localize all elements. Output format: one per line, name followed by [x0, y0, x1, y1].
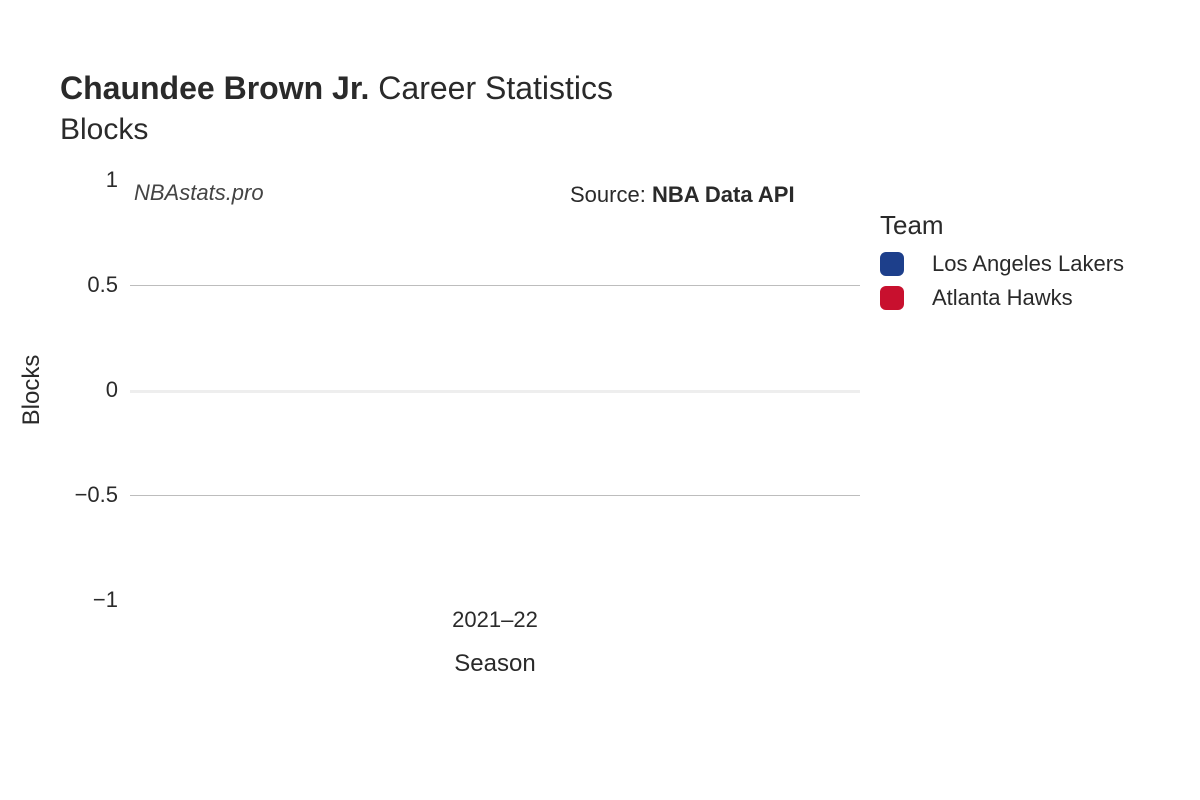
source-attribution: Source: NBA Data API — [570, 182, 795, 208]
gridline — [130, 390, 860, 393]
chart-title-block: Chaundee Brown Jr. Career Statistics Blo… — [60, 70, 613, 147]
gridline — [130, 495, 860, 496]
chart-title: Chaundee Brown Jr. Career Statistics — [60, 70, 613, 107]
legend-item: Los Angeles Lakers — [880, 251, 1124, 277]
y-axis-label: Blocks — [18, 355, 46, 426]
plot-area: NBAstats.pro Source: NBA Data API — [130, 180, 860, 600]
y-tick-label: −1 — [0, 587, 118, 613]
chart-subtitle: Blocks — [60, 113, 613, 147]
legend-label: Atlanta Hawks — [932, 285, 1073, 311]
y-tick-label: −0.5 — [0, 482, 118, 508]
x-tick-label: 2021–22 — [452, 607, 538, 633]
gridline — [130, 285, 860, 286]
watermark-text: NBAstats.pro — [134, 180, 264, 206]
legend-swatch — [880, 252, 904, 276]
legend-swatch — [880, 286, 904, 310]
legend-item: Atlanta Hawks — [880, 285, 1124, 311]
player-name: Chaundee Brown Jr. — [60, 70, 369, 106]
source-name: NBA Data API — [652, 182, 795, 207]
legend: Team Los Angeles Lakers Atlanta Hawks — [880, 210, 1124, 319]
legend-title: Team — [880, 210, 1124, 241]
legend-label: Los Angeles Lakers — [932, 251, 1124, 277]
x-axis-label: Season — [454, 650, 535, 678]
y-tick-label: 0.5 — [0, 272, 118, 298]
title-suffix: Career Statistics — [378, 70, 613, 106]
y-tick-label: 1 — [0, 167, 118, 193]
source-prefix: Source: — [570, 182, 652, 207]
